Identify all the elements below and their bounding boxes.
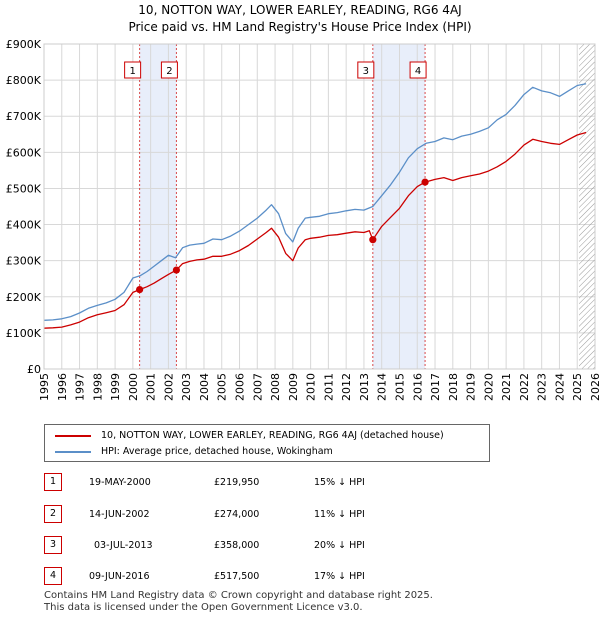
x-tick-label: 2026 bbox=[589, 373, 600, 401]
transaction-price: £219,950 bbox=[214, 477, 260, 488]
plot-area-frame bbox=[43, 43, 596, 370]
legend: 10, NOTTON WAY, LOWER EARLEY, READING, R… bbox=[44, 424, 490, 462]
footer-line1: Contains HM Land Registry data © Crown c… bbox=[44, 590, 433, 601]
x-tick-label: 2003 bbox=[180, 373, 193, 401]
hpi-series-line bbox=[44, 83, 587, 321]
sale-point bbox=[136, 285, 144, 294]
y-tick-label: £500K bbox=[6, 182, 42, 195]
legend-swatch-blue bbox=[55, 451, 91, 453]
y-tick-label: £900K bbox=[6, 38, 42, 51]
transaction-badge: 3 bbox=[44, 536, 62, 554]
y-tick-label: £600K bbox=[6, 146, 42, 159]
x-tick-label: 2015 bbox=[393, 373, 406, 401]
transaction-date: 09-JUN-2016 bbox=[89, 571, 150, 582]
transaction-hpi: 17% ↓ HPI bbox=[314, 571, 365, 582]
transaction-price: £274,000 bbox=[214, 509, 260, 520]
y-tick-label: £200K bbox=[6, 291, 42, 304]
footer-line2: This data is licensed under the Open Gov… bbox=[44, 602, 363, 613]
chart-title-line2: Price paid vs. HM Land Registry's House … bbox=[128, 20, 472, 34]
x-tick-label: 2016 bbox=[411, 373, 424, 401]
y-tick-label: £300K bbox=[6, 255, 42, 268]
transaction-badge: 4 bbox=[44, 567, 62, 585]
x-tick-label: 2013 bbox=[358, 373, 371, 401]
sale-marker-box-frame bbox=[160, 61, 178, 79]
sale-marker-box-frame bbox=[357, 61, 375, 79]
x-tick-label: 1999 bbox=[109, 373, 122, 401]
transaction-date: 19-MAY-2000 bbox=[89, 477, 151, 488]
x-tick-label: 2023 bbox=[536, 373, 549, 401]
sale-marker-box-label: 4 bbox=[415, 66, 421, 77]
y-tick-label: £400K bbox=[6, 219, 42, 232]
x-tick-label: 2011 bbox=[322, 373, 335, 401]
transaction-date: 03-JUL-2013 bbox=[94, 540, 153, 551]
sale-marker-box: 3 bbox=[357, 61, 375, 79]
x-tick-label: 2005 bbox=[216, 373, 229, 401]
sale-point bbox=[369, 236, 377, 244]
sale-points bbox=[136, 178, 429, 294]
footer-attribution: Contains HM Land Registry data © Crown c… bbox=[44, 590, 433, 614]
x-tick-label: 2012 bbox=[340, 373, 353, 401]
transaction-hpi: 11% ↓ HPI bbox=[314, 509, 365, 520]
shaded-band bbox=[139, 44, 177, 369]
x-tick-label: 2020 bbox=[482, 373, 495, 401]
legend-label-property: 10, NOTTON WAY, LOWER EARLEY, READING, R… bbox=[101, 430, 444, 441]
sale-marker-box-label: 2 bbox=[166, 66, 172, 77]
shaded-bands bbox=[139, 44, 426, 369]
x-tick-label: 2008 bbox=[269, 373, 282, 401]
x-tick-label: 2000 bbox=[127, 373, 140, 401]
y-tick-label: £100K bbox=[6, 327, 42, 340]
legend-swatch-red bbox=[55, 435, 91, 437]
property-series-line bbox=[44, 131, 587, 329]
x-tick-label: 2017 bbox=[429, 373, 442, 401]
transaction-price: £517,500 bbox=[214, 571, 260, 582]
x-tick-label: 2009 bbox=[287, 373, 300, 401]
chart-title-line1: 10, NOTTON WAY, LOWER EARLEY, READING, R… bbox=[138, 3, 462, 17]
transaction-hpi: 15% ↓ HPI bbox=[314, 477, 365, 488]
sale-point bbox=[421, 178, 429, 186]
x-tick-label: 2024 bbox=[553, 373, 566, 401]
chart-title: 10, NOTTON WAY, LOWER EARLEY, READING, R… bbox=[0, 2, 600, 36]
x-tick-label: 2018 bbox=[447, 373, 460, 401]
sale-marker-box: 1 bbox=[124, 61, 142, 79]
x-tick-label: 2006 bbox=[234, 373, 247, 401]
transaction-badge: 1 bbox=[44, 473, 62, 491]
x-tick-label: 1997 bbox=[74, 373, 87, 401]
sale-marker-boxes: 1 2 3 4 bbox=[124, 61, 427, 79]
transaction-badge: 2 bbox=[44, 505, 62, 523]
y-tick-label: £0 bbox=[27, 363, 41, 376]
x-tick-label: 2002 bbox=[162, 373, 175, 401]
x-tick-label: 2007 bbox=[251, 373, 264, 401]
sale-point bbox=[172, 266, 181, 274]
sale-marker-box-frame bbox=[409, 61, 427, 79]
x-tick-label: 1996 bbox=[56, 373, 69, 401]
x-tick-label: 2021 bbox=[500, 373, 513, 401]
legend-label-hpi: HPI: Average price, detached house, Woki… bbox=[101, 446, 333, 457]
x-axis: 1995 1996 1997 1998 1999 2000 2001 2002 2003 2004… bbox=[38, 373, 600, 401]
transaction-price: £358,000 bbox=[214, 540, 260, 551]
x-tick-label: 2001 bbox=[145, 373, 158, 401]
future-hatch bbox=[579, 44, 595, 369]
x-tick-label: 2019 bbox=[465, 373, 478, 401]
x-tick-label: 2010 bbox=[305, 373, 318, 401]
x-tick-label: 2025 bbox=[571, 373, 584, 401]
x-tick-label: 2004 bbox=[198, 373, 211, 401]
x-tick-label: 1995 bbox=[38, 373, 51, 401]
sale-marker-box: 2 bbox=[160, 61, 178, 79]
y-tick-label: £700K bbox=[6, 110, 42, 123]
price-chart: 1 2 3 4 £0 £100K £200K £300K £400K £500K £600K £70… bbox=[6, 38, 600, 401]
sale-marker-box: 4 bbox=[409, 61, 427, 79]
x-tick-label: 2014 bbox=[376, 373, 389, 401]
x-tick-label: 2022 bbox=[518, 373, 531, 401]
transaction-date: 14-JUN-2002 bbox=[89, 509, 150, 520]
x-tick-label: 1998 bbox=[91, 373, 104, 401]
y-tick-label: £800K bbox=[6, 74, 42, 87]
series-lines bbox=[44, 83, 587, 329]
future-hatch-area bbox=[579, 44, 595, 369]
transaction-hpi: 20% ↓ HPI bbox=[314, 540, 365, 551]
grid-lines bbox=[43, 43, 596, 370]
sale-marker-box-label: 1 bbox=[129, 66, 135, 77]
sale-marker-box-label: 3 bbox=[363, 66, 369, 77]
sale-marker-box-frame bbox=[124, 61, 142, 79]
y-axis: £0 £100K £200K £300K £400K £500K £600K £700K £80… bbox=[6, 38, 42, 376]
